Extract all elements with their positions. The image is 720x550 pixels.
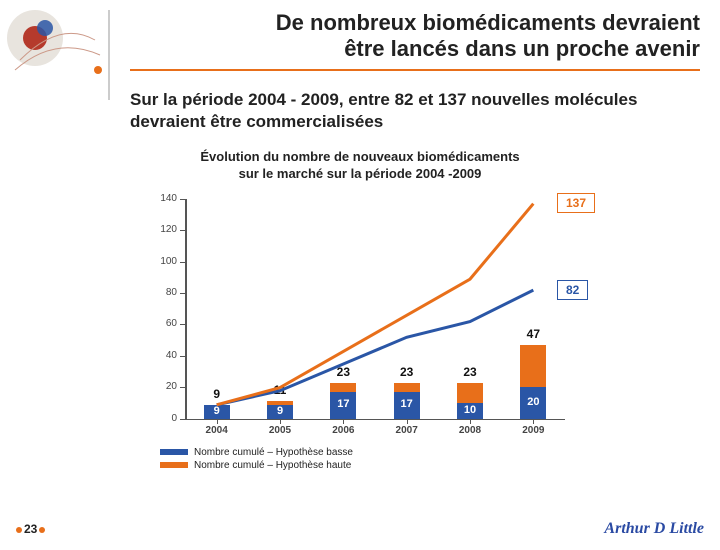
y-tick-label: 20 bbox=[145, 381, 177, 392]
y-tick-label: 80 bbox=[145, 287, 177, 298]
bar-high bbox=[520, 345, 546, 387]
bar-total-value: 47 bbox=[527, 327, 540, 341]
page-number-value: 23 bbox=[24, 522, 37, 536]
legend-high: Nombre cumulé – Hypothèse haute bbox=[160, 460, 700, 471]
y-tick-label: 120 bbox=[145, 224, 177, 235]
bar-high bbox=[457, 383, 483, 403]
bar-low-value: 17 bbox=[337, 398, 349, 410]
bar-high bbox=[330, 383, 356, 392]
line-high_lbl: 137 bbox=[557, 193, 595, 213]
x-tick-label: 2007 bbox=[387, 425, 427, 436]
x-tick-label: 2009 bbox=[513, 425, 553, 436]
bar-high bbox=[394, 383, 420, 392]
y-tick-label: 40 bbox=[145, 350, 177, 361]
line_high bbox=[217, 203, 534, 404]
x-tick-label: 2004 bbox=[197, 425, 237, 436]
title-rule bbox=[130, 67, 700, 71]
subtitle: Sur la période 2004 - 2009, entre 82 et … bbox=[130, 89, 700, 133]
bar-low-value: 20 bbox=[527, 396, 539, 408]
chart-title: Évolution du nombre de nouveaux biomédic… bbox=[0, 149, 720, 183]
legend-low-label: Nombre cumulé – Hypothèse basse bbox=[194, 447, 353, 458]
x-tick-label: 2006 bbox=[323, 425, 363, 436]
header: De nombreux biomédicaments devraient êtr… bbox=[130, 10, 700, 71]
page-dot-icon bbox=[39, 527, 45, 533]
page-dot-icon bbox=[16, 527, 22, 533]
legend: Nombre cumulé – Hypothèse basse Nombre c… bbox=[160, 447, 700, 471]
legend-high-label: Nombre cumulé – Hypothèse haute bbox=[194, 460, 351, 471]
page-number: 23 bbox=[14, 522, 47, 536]
line_low bbox=[217, 290, 534, 405]
x-tick-label: 2008 bbox=[450, 425, 490, 436]
chart-title-l1: Évolution du nombre de nouveaux biomédic… bbox=[200, 149, 519, 164]
y-tick-label: 140 bbox=[145, 193, 177, 204]
bar-total-value: 23 bbox=[400, 365, 413, 379]
bar-total-value: 9 bbox=[213, 387, 220, 401]
legend-low: Nombre cumulé – Hypothèse basse bbox=[160, 447, 700, 458]
bar-low-value: 9 bbox=[277, 405, 283, 417]
x-tick-label: 2005 bbox=[260, 425, 300, 436]
y-tick-label: 100 bbox=[145, 256, 177, 267]
line-low_lbl: 82 bbox=[557, 280, 588, 300]
bar-total-value: 23 bbox=[463, 365, 476, 379]
bar-total-value: 23 bbox=[337, 365, 350, 379]
bar-low-value: 10 bbox=[464, 404, 476, 416]
bar-total-value: 11 bbox=[274, 383, 287, 397]
y-tick-label: 0 bbox=[145, 413, 177, 424]
legend-swatch-low bbox=[160, 449, 188, 455]
chart-title-l2: sur le marché sur la période 2004 -2009 bbox=[239, 166, 482, 181]
y-tick-label: 60 bbox=[145, 318, 177, 329]
legend-swatch-high bbox=[160, 462, 188, 468]
decorative-corner bbox=[0, 10, 110, 100]
bar-low-value: 9 bbox=[214, 405, 220, 417]
page-title: De nombreux biomédicaments devraient êtr… bbox=[130, 10, 700, 63]
bar-low-value: 17 bbox=[401, 398, 413, 410]
title-line2: être lancés dans un proche avenir bbox=[344, 36, 700, 61]
title-line1: De nombreux biomédicaments devraient bbox=[276, 10, 700, 35]
chart-area: 0 20 40 60 80 100 120 140 2004 9 9 2005 9 11 2006 17 23 2… bbox=[145, 189, 575, 439]
brand-logo: Arthur D Little bbox=[604, 520, 704, 538]
